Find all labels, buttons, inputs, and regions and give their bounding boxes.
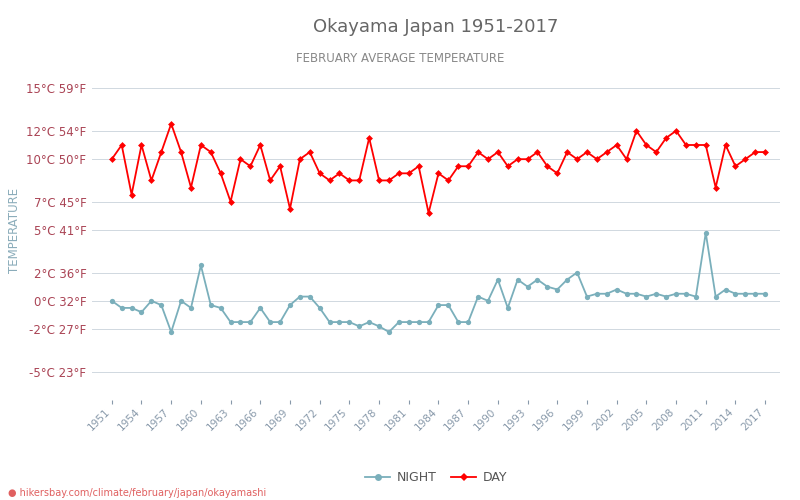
Y-axis label: TEMPERATURE: TEMPERATURE	[8, 188, 21, 272]
NIGHT	[196, 262, 206, 268]
DAY	[760, 149, 770, 155]
NIGHT	[701, 230, 710, 236]
DAY	[107, 156, 117, 162]
Line: DAY: DAY	[110, 122, 767, 216]
NIGHT	[107, 298, 117, 304]
DAY	[196, 142, 206, 148]
DAY	[414, 163, 423, 169]
DAY	[424, 210, 434, 216]
NIGHT	[414, 319, 423, 325]
NIGHT	[384, 329, 394, 335]
Text: FEBRUARY AVERAGE TEMPERATURE: FEBRUARY AVERAGE TEMPERATURE	[296, 52, 504, 66]
NIGHT	[166, 329, 176, 335]
DAY	[166, 120, 176, 126]
Title: Okayama Japan 1951-2017: Okayama Japan 1951-2017	[314, 18, 558, 36]
DAY	[622, 156, 631, 162]
Legend: NIGHT, DAY: NIGHT, DAY	[360, 466, 512, 489]
Text: ● hikersbay.com/climate/february/japan/okayamashi: ● hikersbay.com/climate/february/japan/o…	[8, 488, 266, 498]
Line: NIGHT: NIGHT	[109, 230, 768, 334]
NIGHT	[157, 302, 166, 308]
DAY	[721, 142, 730, 148]
NIGHT	[612, 286, 622, 292]
DAY	[384, 178, 394, 184]
NIGHT	[760, 290, 770, 296]
DAY	[157, 149, 166, 155]
NIGHT	[721, 286, 730, 292]
